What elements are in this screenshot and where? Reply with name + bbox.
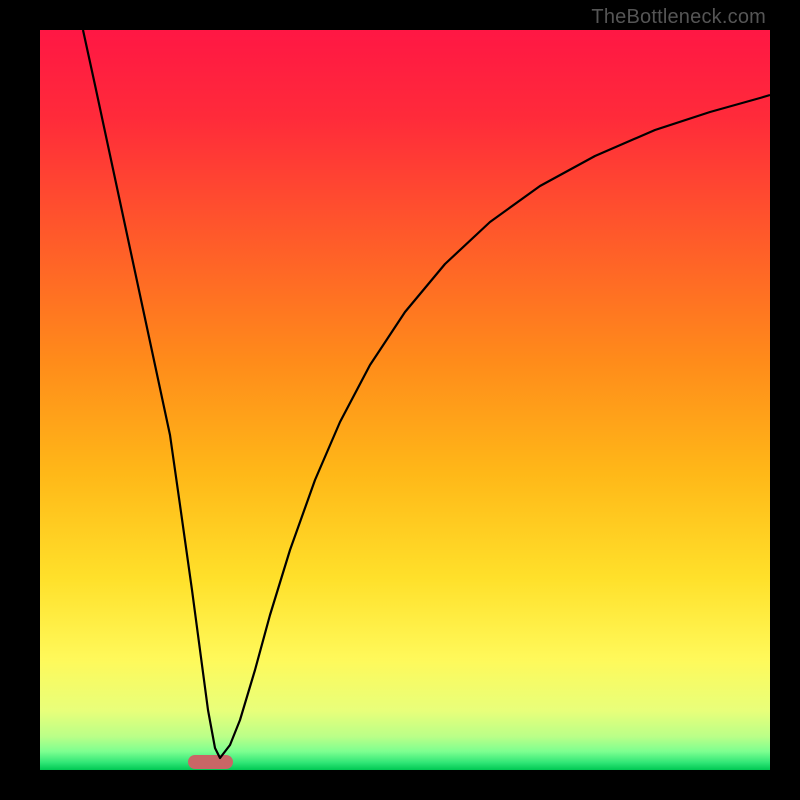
watermark-text: TheBottleneck.com: [591, 6, 766, 29]
bottleneck-curve: [40, 30, 770, 770]
plot-area: [40, 30, 770, 770]
